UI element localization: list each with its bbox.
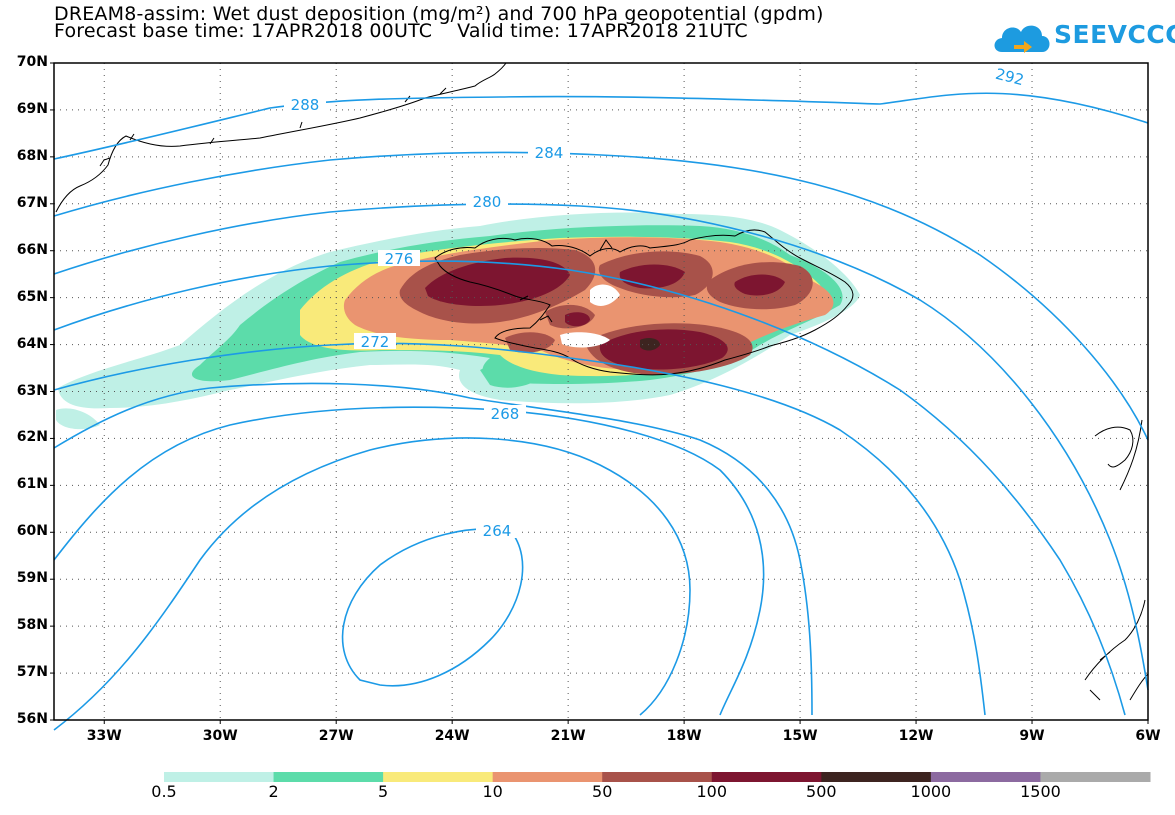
lon-label: 24W <box>434 728 470 744</box>
colorbar-swatch <box>383 772 494 782</box>
lon-label: 18W <box>666 728 702 744</box>
lon-label: 15W <box>782 728 818 744</box>
colorbar-label: 1000 <box>910 782 952 801</box>
colorbar-label: 100 <box>696 782 728 801</box>
lon-label: 21W <box>550 728 586 744</box>
colorbar-label: 2 <box>268 782 279 801</box>
lon-label: 30W <box>202 728 238 744</box>
chart-subtitle: Forecast base time: 17APR2018 00UTC Vali… <box>54 20 748 42</box>
lat-label: 63N <box>16 382 48 399</box>
colorbar-swatch <box>821 772 932 782</box>
colorbar-label: 500 <box>806 782 837 801</box>
contour-label-276: 276 <box>385 250 414 268</box>
lat-label: 56N <box>16 711 48 727</box>
chart-title: DREAM8-assim: Wet dust deposition (mg/m²… <box>54 3 824 25</box>
contour-label-280: 280 <box>473 193 502 211</box>
lat-label: 57N <box>16 664 48 681</box>
lat-label: 66N <box>16 241 48 258</box>
colorbar-label: 1500 <box>1020 782 1061 801</box>
lat-label: 65N <box>16 288 48 305</box>
colorbar <box>164 772 1151 782</box>
colorbar-swatch <box>602 772 713 782</box>
lat-label: 60N <box>16 523 48 540</box>
colorbar-swatch <box>1040 772 1151 782</box>
lat-label: 64N <box>16 335 48 352</box>
colorbar-swatch <box>930 772 1041 782</box>
geopotential-contours <box>53 92 1149 731</box>
colorbar-label: 50 <box>592 782 613 801</box>
lat-label: 68N <box>16 147 48 164</box>
seevccc-logo <box>994 25 1050 53</box>
colorbar-swatch <box>273 772 384 782</box>
contour-label-288: 288 <box>291 96 320 114</box>
colorbar-swatch <box>164 772 275 782</box>
lat-label: 61N <box>16 476 48 493</box>
lon-label: 6W <box>1135 728 1161 744</box>
colorbar-swatch <box>492 772 603 782</box>
lat-label: 62N <box>16 429 48 446</box>
lat-lon-grid <box>54 63 1148 720</box>
lat-label: 59N <box>16 570 48 587</box>
lat-label: 67N <box>16 194 48 211</box>
contour-label-284: 284 <box>535 144 564 162</box>
lon-label: 9W <box>1019 728 1045 744</box>
lon-label: 27W <box>318 728 354 744</box>
colorbar-swatch <box>711 772 822 782</box>
cloud-arrow-icon <box>994 25 1050 53</box>
lat-label: 70N <box>16 54 48 70</box>
contour-label-264: 264 <box>483 522 512 540</box>
lat-label: 58N <box>16 617 48 634</box>
lat-label: 69N <box>16 100 48 117</box>
lon-label: 33W <box>86 728 122 744</box>
contour-labels: 292 288 284 280 276 272 268 264 <box>284 65 1030 540</box>
lon-label: 12W <box>898 728 934 744</box>
logo-text: SEEVCCC <box>1054 20 1175 49</box>
contour-label-272: 272 <box>361 333 390 351</box>
colorbar-label: 5 <box>378 782 389 801</box>
contour-label-268: 268 <box>491 405 520 423</box>
coastlines <box>55 62 1149 701</box>
colorbar-label: 0.5 <box>151 782 177 801</box>
colorbar-label: 10 <box>482 782 503 801</box>
